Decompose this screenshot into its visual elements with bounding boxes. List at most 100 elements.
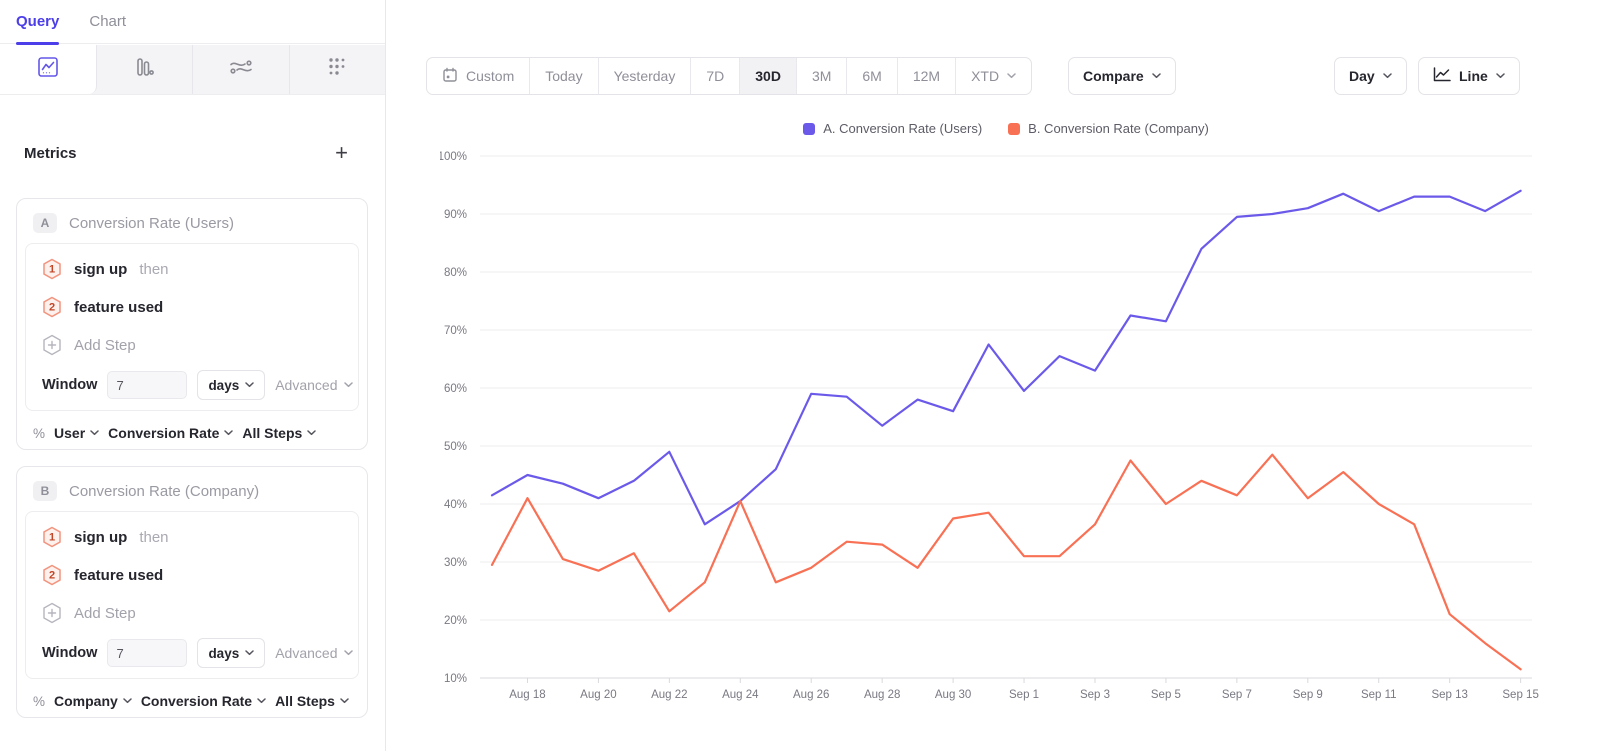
chevron-down-icon xyxy=(1151,73,1161,79)
chevron-down-icon xyxy=(224,430,234,436)
chart-style-dropdown[interactable]: Line xyxy=(1418,57,1520,95)
metric-title[interactable]: Conversion Rate (Users) xyxy=(69,214,235,232)
legend-swatch-b xyxy=(1008,122,1021,135)
legend-item-a[interactable]: A. Conversion Rate (Users) xyxy=(803,121,982,136)
svg-text:1: 1 xyxy=(49,264,55,276)
bar-chart-icon xyxy=(132,55,156,84)
add-step-button[interactable]: Add Step xyxy=(34,594,350,632)
grid-dots-icon xyxy=(325,55,349,84)
metrics-heading: Metrics xyxy=(24,144,77,162)
window-label: Window xyxy=(42,645,98,661)
step-event-name: feature used xyxy=(74,566,164,584)
step-number-badge: 1 xyxy=(43,258,61,280)
chevron-down-icon xyxy=(257,698,266,704)
svg-text:Sep 9: Sep 9 xyxy=(1293,689,1323,701)
metric-letter-badge: A xyxy=(33,213,57,233)
svg-text:Sep 11: Sep 11 xyxy=(1361,689,1397,701)
funnel-step-2[interactable]: 2 feature used xyxy=(34,556,350,594)
percent-icon: % xyxy=(33,693,46,709)
funnel-step-1[interactable]: 1 sign up then xyxy=(34,518,350,556)
chevron-down-icon xyxy=(307,430,317,436)
svg-text:50%: 50% xyxy=(444,441,467,453)
chart-type-bar-button[interactable] xyxy=(97,45,193,94)
legend-item-b[interactable]: B. Conversion Rate (Company) xyxy=(1008,121,1209,136)
date-range-today[interactable]: Today xyxy=(530,58,599,94)
chevron-down-icon xyxy=(1007,73,1016,79)
measure-metric-dropdown[interactable]: Conversion Rate xyxy=(141,693,266,709)
date-range-12m[interactable]: 12M xyxy=(898,58,957,94)
funnel-step-2[interactable]: 2 feature used xyxy=(34,288,350,326)
chart-type-retention-button[interactable] xyxy=(290,45,386,94)
svg-text:Sep 13: Sep 13 xyxy=(1431,689,1467,701)
window-value-input[interactable] xyxy=(107,639,188,667)
funnel-step-1[interactable]: 1 sign up then xyxy=(34,250,350,288)
svg-text:Aug 18: Aug 18 xyxy=(509,689,545,701)
window-label: Window xyxy=(42,377,98,393)
svg-text:Sep 3: Sep 3 xyxy=(1080,689,1110,701)
svg-text:2: 2 xyxy=(49,302,55,314)
series-b-line[interactable] xyxy=(490,453,1522,671)
step-event-name: feature used xyxy=(74,298,164,316)
svg-text:Aug 24: Aug 24 xyxy=(722,689,759,701)
date-range-7d[interactable]: 7D xyxy=(691,58,741,94)
date-range-yesterday[interactable]: Yesterday xyxy=(599,58,692,94)
chart-type-flows-button[interactable] xyxy=(193,45,290,94)
svg-text:Aug 22: Aug 22 xyxy=(651,689,687,701)
hexagon-plus-icon xyxy=(43,334,61,356)
step-number-badge: 2 xyxy=(43,564,61,586)
window-unit-dropdown[interactable]: days xyxy=(197,638,266,668)
flows-icon xyxy=(228,55,254,84)
chart-type-line-button[interactable] xyxy=(0,45,97,94)
advanced-dropdown[interactable]: Advanced xyxy=(275,377,356,393)
date-range-30d[interactable]: 30D xyxy=(740,58,797,94)
metric-title[interactable]: Conversion Rate (Company) xyxy=(69,482,260,500)
add-metric-button[interactable]: + xyxy=(335,140,348,165)
date-range-xtd[interactable]: XTD xyxy=(956,58,1031,94)
chart-type-strip xyxy=(0,45,385,95)
svg-text:2: 2 xyxy=(49,570,55,582)
step-connector: then xyxy=(139,260,169,278)
date-range-custom[interactable]: Custom xyxy=(427,58,531,94)
measure-metric-dropdown[interactable]: Conversion Rate xyxy=(108,425,234,441)
step-connector: then xyxy=(139,528,169,546)
chevron-down-icon xyxy=(340,698,349,704)
line-chart-icon xyxy=(36,55,60,84)
hexagon-plus-icon xyxy=(43,602,61,624)
date-range-3m[interactable]: 3M xyxy=(797,58,848,94)
chart-plot: 100% 90% 80% 70% 60% 50% 40% 30% 20% 10% Aug 18 Aug… xyxy=(440,151,1539,701)
svg-text:Sep 5: Sep 5 xyxy=(1151,689,1181,701)
tab-chart[interactable]: Chart xyxy=(89,13,127,30)
measure-steps-dropdown[interactable]: All Steps xyxy=(242,425,317,441)
measure-steps-dropdown[interactable]: All Steps xyxy=(275,693,349,709)
granularity-dropdown[interactable]: Day xyxy=(1334,57,1407,95)
svg-text:20%: 20% xyxy=(444,615,467,627)
chevron-down-icon xyxy=(245,650,254,656)
step-event-name: sign up xyxy=(74,528,128,546)
measure-entity-dropdown[interactable]: Company xyxy=(54,693,132,709)
chart-legend: A. Conversion Rate (Users) B. Conversion… xyxy=(480,121,1532,136)
step-event-name: sign up xyxy=(74,260,128,278)
date-range-control: Custom Today Yesterday 7D 30D 3M 6M 12M … xyxy=(426,57,1033,95)
chevron-down-icon xyxy=(343,382,353,388)
date-range-6m[interactable]: 6M xyxy=(847,58,898,94)
chevron-down-icon xyxy=(343,650,353,656)
sidebar-tabs: Query Chart xyxy=(0,0,385,45)
add-step-button[interactable]: Add Step xyxy=(34,326,350,364)
chevron-down-icon xyxy=(245,382,254,388)
tab-query[interactable]: Query xyxy=(16,0,60,45)
metric-card-a: A Conversion Rate (Users) 1 sign up then… xyxy=(16,198,368,450)
svg-text:1: 1 xyxy=(49,532,55,544)
window-value-input[interactable] xyxy=(107,371,188,399)
query-sidebar: Query Chart xyxy=(0,0,386,751)
svg-text:Sep 7: Sep 7 xyxy=(1222,689,1252,701)
series-a-line[interactable] xyxy=(490,189,1522,526)
svg-text:70%: 70% xyxy=(444,325,467,337)
window-unit-dropdown[interactable]: days xyxy=(197,370,266,400)
svg-text:Aug 30: Aug 30 xyxy=(935,689,971,701)
advanced-dropdown[interactable]: Advanced xyxy=(275,645,356,661)
svg-text:100%: 100% xyxy=(440,151,467,163)
compare-button[interactable]: Compare xyxy=(1068,57,1176,95)
measure-entity-dropdown[interactable]: User xyxy=(54,425,99,441)
percent-icon: % xyxy=(33,425,46,441)
line-style-icon xyxy=(1433,67,1451,85)
